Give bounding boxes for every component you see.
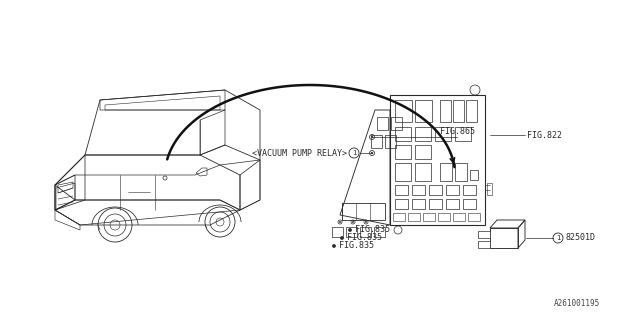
- Bar: [453, 100, 464, 122]
- Bar: [429, 185, 442, 195]
- Text: FIG.835: FIG.835: [355, 226, 390, 235]
- Text: FIG.865: FIG.865: [440, 127, 475, 136]
- Bar: [395, 145, 411, 159]
- Bar: [395, 199, 408, 209]
- Bar: [438, 213, 450, 221]
- Bar: [440, 163, 452, 181]
- Bar: [429, 199, 442, 209]
- Bar: [374, 227, 385, 237]
- Bar: [412, 185, 425, 195]
- Bar: [395, 163, 411, 181]
- Bar: [412, 199, 425, 209]
- Text: FIG.835: FIG.835: [339, 242, 374, 251]
- Text: FIG.822: FIG.822: [527, 131, 562, 140]
- Bar: [408, 213, 420, 221]
- Bar: [415, 163, 431, 181]
- Circle shape: [371, 152, 373, 154]
- Bar: [390, 95, 485, 225]
- Bar: [446, 185, 459, 195]
- Bar: [395, 127, 411, 141]
- Bar: [478, 241, 490, 248]
- Text: <VACUUM PUMP RELAY>: <VACUUM PUMP RELAY>: [252, 148, 347, 157]
- Bar: [415, 100, 432, 122]
- Text: 1: 1: [352, 150, 356, 156]
- Circle shape: [333, 244, 335, 247]
- Circle shape: [340, 236, 344, 239]
- Text: FIG.835: FIG.835: [347, 234, 382, 243]
- Circle shape: [352, 221, 354, 223]
- Bar: [440, 100, 451, 122]
- Bar: [395, 100, 412, 122]
- Text: 82501D: 82501D: [566, 234, 596, 243]
- Circle shape: [349, 228, 351, 231]
- Circle shape: [365, 221, 367, 223]
- Bar: [478, 231, 490, 238]
- Bar: [435, 127, 451, 141]
- Bar: [455, 127, 471, 141]
- Circle shape: [339, 221, 341, 223]
- Bar: [393, 213, 405, 221]
- Bar: [360, 227, 371, 237]
- Bar: [487, 183, 492, 195]
- Text: 1: 1: [556, 235, 560, 241]
- Bar: [415, 145, 431, 159]
- Bar: [453, 213, 465, 221]
- Bar: [468, 213, 480, 221]
- Text: A261001195: A261001195: [554, 299, 600, 308]
- Bar: [470, 170, 478, 180]
- Bar: [466, 100, 477, 122]
- Bar: [463, 199, 476, 209]
- Circle shape: [371, 136, 373, 138]
- Bar: [415, 127, 431, 141]
- Bar: [395, 185, 408, 195]
- Bar: [346, 227, 357, 237]
- Bar: [490, 228, 518, 248]
- Bar: [446, 199, 459, 209]
- Bar: [463, 185, 476, 195]
- Bar: [332, 227, 343, 237]
- Bar: [455, 163, 467, 181]
- Bar: [423, 213, 435, 221]
